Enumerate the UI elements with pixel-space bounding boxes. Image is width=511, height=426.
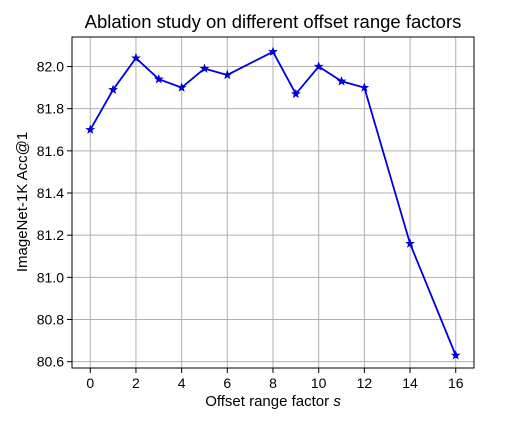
x-tick-label: 16: [448, 375, 464, 391]
data-point-star: [450, 350, 461, 360]
x-tick-label: 0: [86, 375, 94, 391]
y-axis-label: ImageNet-1K Acc@1: [14, 132, 31, 272]
data-point-star: [222, 69, 233, 80]
x-axis-label-text: Offset range factor: [205, 393, 333, 410]
y-tick-label: 82.0: [37, 59, 64, 75]
data-point-star: [405, 238, 415, 248]
x-tick-label: 14: [402, 375, 418, 391]
data-point-star: [336, 76, 347, 86]
x-tick-label: 6: [223, 375, 231, 391]
x-axis-ticks: 0 2 4 6 8 10 12 14 16: [86, 368, 464, 391]
y-tick-label: 81.6: [37, 143, 64, 159]
data-point-star: [85, 124, 96, 134]
x-axis-label-variable: s: [333, 393, 341, 410]
y-tick-label: 80.6: [37, 354, 64, 370]
x-axis-label: Offset range factor s: [205, 393, 341, 410]
y-tick-label: 81.8: [37, 101, 64, 117]
data-point-star: [359, 82, 370, 92]
data-point-star: [176, 82, 187, 92]
data-point-star: [131, 52, 141, 63]
x-tick-label: 12: [357, 375, 373, 391]
y-tick-label: 80.8: [37, 312, 64, 328]
plot-frame: [71, 36, 475, 369]
data-point-star: [290, 88, 301, 99]
y-tick-label: 81.4: [37, 185, 64, 201]
data-point-star: [199, 63, 210, 73]
data-point-star: [153, 74, 164, 84]
x-tick-label: 4: [178, 375, 186, 391]
data-point-star: [313, 61, 324, 71]
chart-title: Ablation study on different offset range…: [85, 11, 462, 32]
data-point-star: [108, 84, 119, 94]
grid: [72, 37, 474, 368]
data-point-star: [268, 46, 278, 56]
x-tick-label: 2: [132, 375, 140, 391]
y-tick-label: 81.2: [37, 227, 64, 243]
y-tick-label: 81.0: [37, 269, 64, 285]
y-axis-ticks: 80.6 80.8 81.0 81.2 81.4 81.6 81.8 82.0: [37, 59, 72, 370]
x-tick-label: 8: [269, 375, 277, 391]
series-group: [85, 46, 461, 360]
x-tick-label: 10: [311, 375, 327, 391]
